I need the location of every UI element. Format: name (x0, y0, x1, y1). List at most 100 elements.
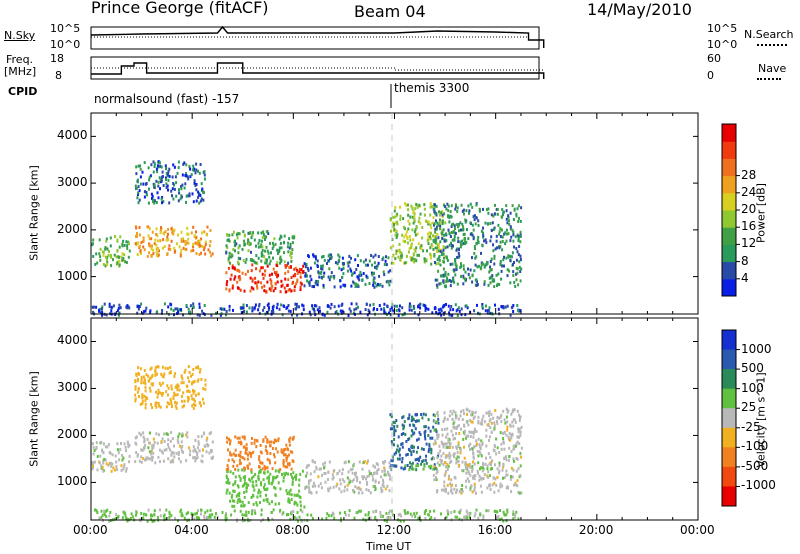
velocity-echo-region-8 (432, 407, 523, 495)
velocity-colorbar-label-0: 1000 (741, 341, 772, 356)
velocity-colorbar-swatch-4 (722, 408, 736, 429)
velocity-colorbar-swatch-2 (722, 369, 736, 390)
ytick-2000: 2000 (57, 221, 88, 236)
velocity-colorbar-label-6: -500 (741, 458, 769, 473)
power-colorbar-swatch-3 (722, 227, 736, 245)
freq-tick-bottom-left: 8 (55, 69, 62, 82)
station-title: Prince George (fitACF) (91, 0, 269, 17)
nsky-tick-top-right: 10^5 (707, 22, 738, 35)
ytick-3000: 3000 (57, 175, 88, 190)
velocity-colorbar-label-1: 500 (741, 361, 764, 376)
power-colorbar-swatch-5 (722, 192, 736, 211)
power-colorbar-swatch-8 (722, 141, 736, 159)
velocity-colorbar-label-3: 25 (741, 400, 757, 415)
power-colorbar (721, 123, 740, 297)
nsky-tick-bottom-left: 10^0 (50, 38, 81, 51)
velocity-echo-data (91, 365, 523, 523)
nsky-label: N.Sky (4, 29, 36, 42)
nsearch-label: N.Search (744, 28, 794, 41)
power-echo-data (91, 160, 523, 317)
power-echo-region-0 (91, 235, 131, 268)
power-echo-region-4 (225, 230, 296, 266)
velocity-colorbar-label-7: -1000 (741, 478, 776, 493)
velocity-echo-region-2 (134, 365, 207, 410)
beam-label: Beam 04 (354, 2, 426, 21)
velocity-colorbar-label-4: -25 (741, 419, 761, 434)
x-axis-label: Time UT (366, 540, 412, 553)
power-echo-region-5 (303, 253, 392, 289)
power-colorbar-title: Power [dB] (754, 183, 768, 243)
freq-unit-label: [MHz] (4, 65, 37, 78)
ytick-1000: 1000 (57, 268, 88, 283)
freq-panel-frame (90, 56, 540, 80)
velocity-colorbar-title: Velocity [m s^-1] (754, 372, 768, 468)
xtick-3: 12:00 (376, 523, 412, 537)
ytick-4000: 4000 (57, 333, 88, 348)
cpid-label: CPID (8, 85, 38, 98)
nave-legend-line (757, 78, 781, 80)
nsearch-legend-line (757, 44, 787, 46)
power-echo-region-3 (225, 263, 305, 294)
velocity-echo-region-6 (389, 412, 440, 472)
power-colorbar-label-6: 28 (741, 167, 757, 182)
velocity-colorbar-swatch-7 (722, 466, 736, 487)
ytick-4000: 4000 (57, 128, 88, 143)
velocity-echo-region-9 (94, 508, 520, 523)
velocity-panel-frame (90, 317, 699, 521)
ytick-1000: 1000 (57, 474, 88, 489)
power-echo-region-2 (134, 160, 206, 205)
velocity-colorbar-swatch-5 (722, 427, 736, 448)
velocity-echo-region-3 (225, 468, 306, 509)
velocity-panel-ticks (90, 318, 699, 520)
xtick-4: 16:00 (477, 523, 513, 537)
ytick-3000: 3000 (57, 380, 88, 395)
power-panel-ticks (90, 113, 699, 314)
velocity-echo-region-0 (91, 440, 131, 473)
power-colorbar-label-5: 24 (741, 184, 757, 199)
velocity-colorbar-label-5: -100 (741, 439, 769, 454)
nsky-tick-bottom-right: 10^0 (707, 38, 738, 51)
power-colorbar-label-0: 4 (741, 270, 749, 285)
power-echo-region-8 (91, 302, 522, 317)
xtick-6: 00:00 (680, 523, 715, 537)
velocity-colorbar-swatch-6 (722, 447, 736, 468)
velocity-ylabel: Slant Range [km] (27, 371, 41, 467)
xtick-0: 00:00 (73, 523, 108, 537)
nsky-panel-frame (90, 26, 540, 50)
velocity-echo-region-5 (304, 459, 392, 495)
velocity-echo-region-4 (225, 435, 295, 472)
power-colorbar-swatch-9 (722, 124, 736, 142)
velocity-echo-region-1 (134, 431, 214, 465)
freq-trace (91, 62, 545, 79)
power-colorbar-label-2: 12 (741, 236, 757, 251)
power-echo-region-7 (432, 202, 523, 289)
power-colorbar-swatch-2 (722, 244, 736, 263)
xtick-1: 04:00 (174, 523, 209, 537)
velocity-colorbar-swatch-0 (722, 330, 736, 351)
nave-label: Nave (758, 62, 787, 75)
velocity-colorbar-swatch-3 (722, 388, 736, 409)
nsky-tick-top-left: 10^5 (50, 22, 81, 35)
power-colorbar-swatch-7 (722, 158, 736, 177)
velocity-colorbar-label-2: 100 (741, 380, 764, 395)
freq-label: Freq. (6, 53, 34, 66)
cpid-mode-2: themis 3300 (394, 81, 470, 95)
power-colorbar-label-1: 8 (741, 253, 749, 268)
nsky-trace (90, 25, 545, 48)
power-colorbar-swatch-6 (722, 175, 736, 194)
freq-tick-top-right: 60 (707, 52, 721, 65)
power-colorbar-swatch-1 (722, 261, 736, 280)
power-colorbar-swatch-4 (722, 210, 736, 228)
power-echo-region-1 (134, 225, 214, 258)
power-colorbar-swatch-0 (722, 278, 736, 297)
power-panel-frame (90, 112, 699, 315)
date-label: 14/May/2010 (587, 0, 692, 19)
velocity-colorbar (721, 329, 740, 507)
freq-tick-bottom-right: 0 (707, 69, 714, 82)
velocity-colorbar-swatch-8 (722, 486, 736, 507)
velocity-colorbar-swatch-1 (722, 349, 736, 370)
ytick-2000: 2000 (57, 427, 88, 442)
power-echo-region-6 (389, 202, 447, 266)
cpid-mode-1: normalsound (fast) -157 (94, 92, 240, 106)
